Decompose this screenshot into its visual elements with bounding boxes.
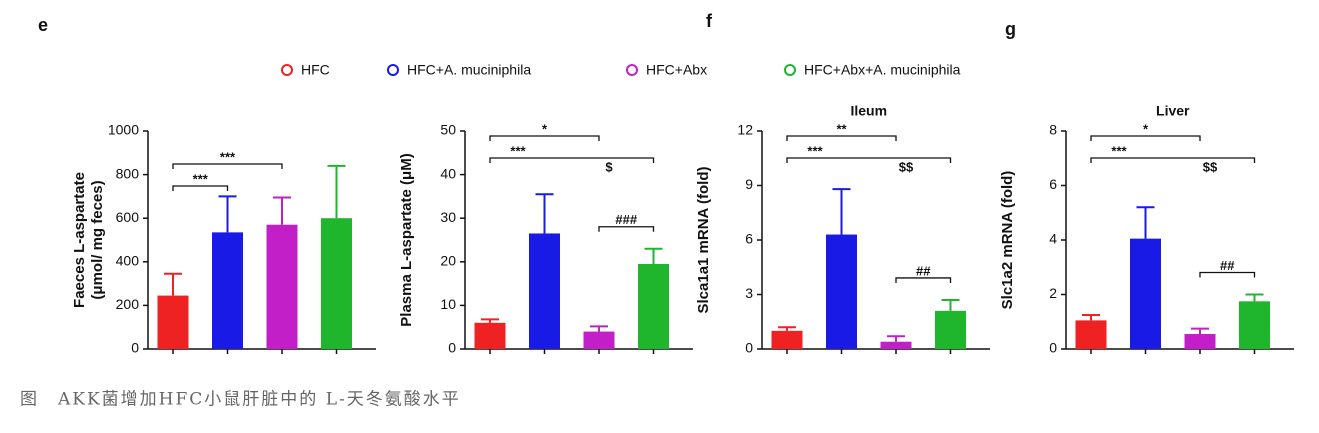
significance-bracket — [1199, 271, 1256, 278]
legend-marker — [387, 64, 399, 76]
significance-label: *** — [1111, 143, 1127, 158]
panel-label: e — [38, 15, 48, 35]
y-axis-label: Slca1a1 mRNA (fold) — [695, 167, 712, 314]
legend-label: HFC — [301, 62, 330, 78]
y-tick-label: 8 — [1049, 122, 1057, 138]
significance-label: *** — [193, 171, 209, 186]
y-tick-label: 40 — [440, 165, 456, 181]
legend-marker — [281, 64, 293, 76]
significance-bracket — [786, 157, 952, 163]
y-tick-label: 9 — [745, 176, 753, 192]
chart-title: Liver — [1156, 103, 1190, 119]
y-tick-label: 10 — [440, 296, 456, 312]
caption: 图 AKK菌增加HFC小鼠肝脏中的 L-天冬氨酸水平 — [20, 390, 461, 410]
significance-bracket — [172, 185, 229, 191]
y-axis-label: Slc1a2 mRNA (fold) — [999, 171, 1016, 310]
bar — [1184, 334, 1216, 349]
significance-label: $ — [605, 159, 613, 174]
y-tick-label: 0 — [745, 340, 753, 356]
bar — [1239, 301, 1270, 349]
bar — [1075, 320, 1107, 349]
significance-bracket — [786, 135, 897, 141]
bar — [771, 330, 803, 349]
bar — [880, 341, 912, 349]
significance-label: *** — [220, 149, 236, 164]
y-tick-label: 12 — [737, 122, 753, 138]
panel-label: f — [706, 11, 713, 31]
bar — [1130, 238, 1161, 349]
y-axis-label: Faeces L-aspartate — [71, 172, 88, 308]
significance-label: ## — [1220, 258, 1235, 273]
legend-label: HFC+Abx — [646, 62, 707, 78]
y-tick-label: 6 — [1049, 176, 1057, 192]
bar — [529, 233, 560, 349]
y-tick-label: 6 — [745, 231, 753, 247]
bar — [212, 232, 243, 349]
y-tick-label: 20 — [440, 253, 456, 269]
legend-label: HFC+A. muciniphila — [407, 62, 531, 78]
bar — [583, 331, 615, 349]
bar — [266, 224, 298, 349]
y-tick-label: 4 — [1049, 231, 1057, 247]
significance-bracket — [1090, 157, 1256, 163]
legend-marker — [626, 64, 638, 76]
significance-bracket — [1090, 135, 1201, 141]
chart-title: Ileum — [850, 103, 887, 119]
significance-label: ** — [836, 121, 847, 136]
y-tick-label: 3 — [745, 285, 753, 301]
legend-label: HFC+Abx+A. muciniphila — [804, 62, 961, 78]
panel-label: g — [1005, 19, 1016, 39]
y-tick-label: 0 — [131, 340, 139, 356]
significance-bracket — [895, 277, 952, 283]
legend-marker — [784, 64, 796, 76]
bar — [826, 234, 857, 349]
significance-bracket — [172, 163, 283, 169]
significance-label: ### — [615, 212, 637, 227]
y-tick-label: 400 — [116, 253, 140, 269]
y-tick-label: 1000 — [108, 122, 139, 138]
y-tick-label: 30 — [440, 209, 456, 225]
y-tick-label: 50 — [440, 122, 456, 138]
y-axis-label: (μmol/ mg feces) — [89, 180, 106, 299]
significance-label: *** — [510, 143, 526, 158]
significance-label: *** — [807, 143, 823, 158]
bar — [157, 295, 189, 349]
significance-bracket — [489, 135, 600, 141]
significance-bracket — [489, 157, 655, 163]
bar — [638, 263, 669, 349]
bar — [935, 310, 966, 349]
y-tick-label: 800 — [116, 165, 140, 181]
significance-label: $$ — [1203, 159, 1218, 174]
significance-label: * — [1143, 121, 1149, 136]
significance-bracket — [598, 226, 655, 232]
bar — [321, 218, 352, 349]
significance-label: * — [542, 121, 548, 136]
significance-label: ## — [916, 263, 931, 278]
significance-label: $$ — [899, 159, 914, 174]
bar — [474, 322, 506, 349]
y-tick-label: 0 — [448, 340, 456, 356]
y-tick-label: 0 — [1049, 340, 1057, 356]
y-tick-label: 600 — [116, 209, 140, 225]
y-tick-label: 200 — [116, 296, 140, 312]
y-axis-label: Plasma L-aspartate (μM) — [398, 153, 415, 326]
y-tick-label: 2 — [1049, 285, 1057, 301]
